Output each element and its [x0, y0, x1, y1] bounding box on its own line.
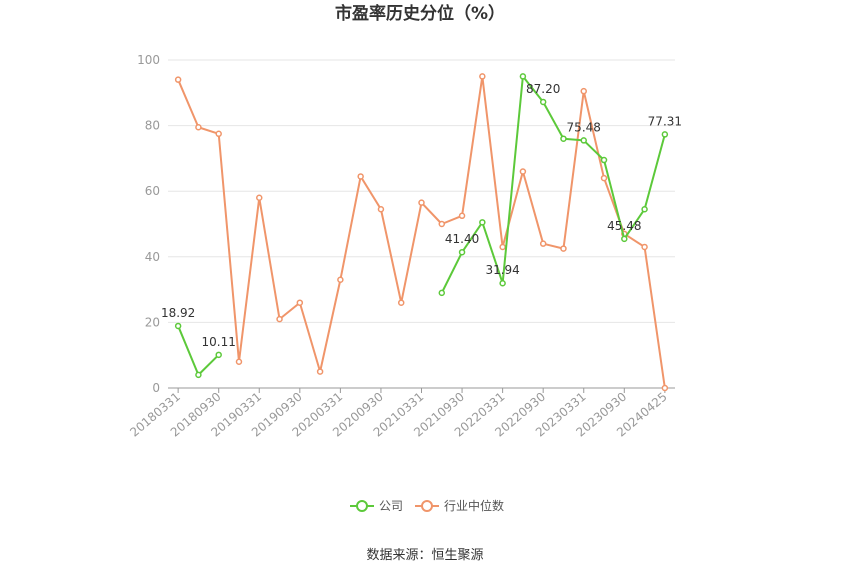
data-point[interactable] [215, 130, 222, 138]
y-tick-label: 40 [145, 250, 160, 264]
data-point[interactable] [600, 174, 608, 182]
data-point[interactable] [580, 87, 587, 95]
data-point[interactable] [539, 98, 547, 106]
data-point[interactable] [499, 243, 506, 251]
data-label: 75.48 [567, 120, 601, 134]
data-labels: 18.92 10.11 41.40 31.94 87.20 75.48 45.48 77.31 [161, 82, 682, 349]
data-point[interactable] [215, 351, 222, 359]
data-point[interactable] [174, 322, 182, 330]
data-point[interactable] [235, 358, 243, 366]
data-point[interactable] [174, 76, 182, 83]
series-line-0 [440, 75, 666, 294]
y-tick-label: 0 [152, 381, 160, 395]
data-point[interactable] [519, 168, 527, 175]
data-point[interactable] [438, 220, 446, 228]
y-tick-label: 60 [145, 184, 160, 198]
data-point[interactable] [296, 299, 304, 306]
data-label: 31.94 [485, 263, 519, 277]
data-point[interactable] [661, 384, 669, 392]
data-point[interactable] [600, 156, 608, 164]
data-point[interactable] [621, 235, 628, 243]
data-label: 45.48 [607, 219, 641, 233]
data-point[interactable] [418, 199, 425, 206]
data-label: 41.40 [445, 232, 479, 246]
data-point[interactable] [560, 135, 567, 142]
x-axis: 2018033120180930201903312019093020200331… [127, 387, 675, 440]
data-point[interactable] [479, 73, 486, 80]
y-tick-label: 80 [145, 119, 160, 133]
data-point[interactable] [539, 240, 547, 247]
data-point[interactable] [195, 371, 202, 379]
legend-item-1[interactable]: 行业中位数 [415, 498, 504, 513]
data-point[interactable] [438, 289, 446, 297]
data-label: 18.92 [161, 306, 195, 320]
legend-marker [356, 500, 368, 512]
legend-marker [421, 500, 433, 512]
data-point[interactable] [499, 279, 506, 287]
y-tick-label: 100 [137, 53, 160, 67]
chart-title: 市盈率历史分位（%） [335, 3, 505, 24]
data-point[interactable] [397, 299, 405, 306]
data-point[interactable] [458, 212, 466, 220]
data-point[interactable] [256, 194, 263, 202]
data-point[interactable] [458, 248, 466, 256]
y-tick-label: 20 [145, 315, 160, 329]
y-axis: 0 20 40 60 80 100 [137, 53, 160, 395]
series-layer [174, 73, 669, 392]
data-point[interactable] [195, 123, 202, 131]
data-point[interactable] [661, 131, 669, 138]
data-point[interactable] [276, 315, 283, 323]
legend-label: 行业中位数 [444, 498, 504, 513]
data-label: 87.20 [526, 82, 560, 96]
grid-lines [168, 59, 675, 323]
legend[interactable]: 公司 行业中位数 [350, 498, 504, 513]
series-line-0 [177, 325, 220, 376]
data-point[interactable] [337, 276, 344, 284]
data-point[interactable] [479, 219, 486, 226]
source-note: 数据来源：恒生聚源 [366, 548, 483, 563]
data-point[interactable] [316, 368, 324, 375]
data-point[interactable] [519, 73, 527, 80]
data-point[interactable] [580, 137, 587, 144]
data-point[interactable] [641, 205, 648, 213]
data-point[interactable] [560, 245, 567, 252]
data-point[interactable] [377, 205, 385, 213]
data-label: 77.31 [648, 114, 682, 128]
data-point[interactable] [641, 243, 648, 251]
legend-item-0[interactable]: 公司 [350, 499, 403, 513]
data-point[interactable] [357, 173, 364, 180]
legend-label: 公司 [379, 499, 403, 513]
data-label: 10.11 [202, 335, 236, 349]
